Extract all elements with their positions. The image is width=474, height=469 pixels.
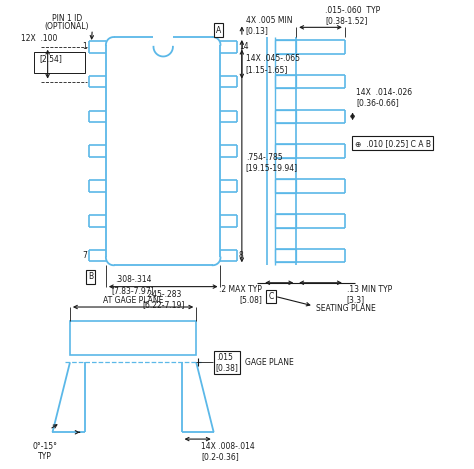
Text: [0.13]: [0.13]: [246, 26, 269, 35]
Text: .2 MAX TYP
[5.08]: .2 MAX TYP [5.08]: [219, 285, 262, 304]
Text: 4X .005 MIN: 4X .005 MIN: [246, 16, 292, 25]
Text: B: B: [88, 272, 93, 281]
Text: 14X  .014-.026
[0.36-0.66]: 14X .014-.026 [0.36-0.66]: [356, 88, 412, 107]
Bar: [275, 110, 296, 123]
Text: GAGE PLANE: GAGE PLANE: [245, 358, 293, 367]
Bar: [70, 321, 196, 355]
Text: .015-.060  TYP
[0.38-1.52]: .015-.060 TYP [0.38-1.52]: [325, 6, 381, 25]
Bar: [34, 52, 84, 73]
Text: 7: 7: [82, 251, 87, 260]
Text: [2.54]: [2.54]: [39, 54, 62, 63]
Text: 14X .008-.014
[0.2-0.36]: 14X .008-.014 [0.2-0.36]: [201, 442, 255, 461]
Text: .245-.283
[6.22-7.19]: .245-.283 [6.22-7.19]: [142, 289, 184, 309]
Text: C: C: [268, 292, 273, 301]
Text: (OPTIONAL): (OPTIONAL): [45, 22, 89, 31]
Bar: [275, 40, 296, 53]
Text: SEATING PLANE: SEATING PLANE: [316, 304, 375, 313]
Text: 12X  .100: 12X .100: [21, 34, 58, 43]
Text: .015
[0.38]: .015 [0.38]: [216, 353, 238, 372]
Text: ⊕  .010 [0.25] C A B: ⊕ .010 [0.25] C A B: [355, 139, 430, 148]
Text: 0°-15°
TYP: 0°-15° TYP: [32, 442, 57, 461]
Text: .308-.314
[7.83-7.97]
AT GAGE PLANE: .308-.314 [7.83-7.97] AT GAGE PLANE: [103, 275, 163, 305]
Text: PIN 1 ID: PIN 1 ID: [52, 15, 82, 23]
Text: 1: 1: [82, 42, 87, 51]
Text: 8: 8: [239, 251, 244, 260]
Bar: [275, 144, 296, 158]
Bar: [275, 249, 296, 262]
Bar: [275, 179, 296, 193]
Text: A: A: [216, 26, 221, 35]
Text: 14X .045-.065
[1.15-1.65]: 14X .045-.065 [1.15-1.65]: [246, 54, 300, 74]
Bar: [275, 214, 296, 227]
Bar: [275, 75, 296, 88]
Text: .754-.785
[19.15-19.94]: .754-.785 [19.15-19.94]: [246, 153, 298, 172]
Text: 14: 14: [239, 42, 248, 51]
Text: .13 MIN TYP
[3.3]: .13 MIN TYP [3.3]: [347, 285, 392, 304]
